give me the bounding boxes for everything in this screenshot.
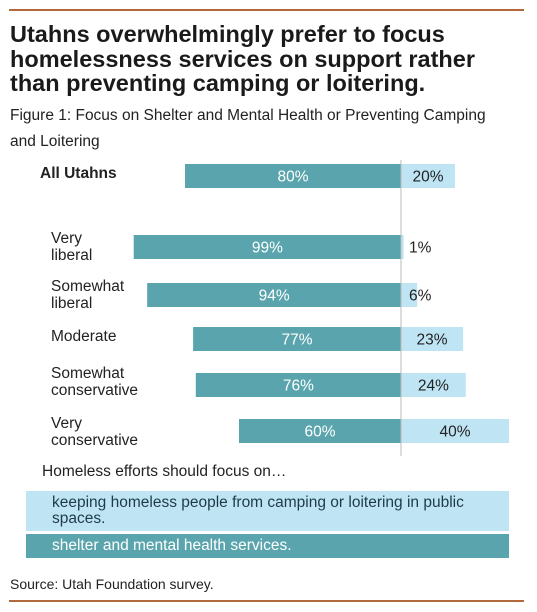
bar-camping	[401, 283, 418, 307]
data-label-shelter: 80%	[277, 169, 308, 186]
data-label-shelter: 94%	[259, 288, 290, 305]
legend-camping-label: keeping homeless people from camping or …	[52, 494, 464, 527]
bar-shelter	[133, 235, 401, 259]
category-label-line: Somewhat	[51, 278, 125, 295]
category-label-line: conservative	[51, 432, 139, 449]
data-label-shelter: 60%	[304, 424, 335, 441]
top-rule	[9, 9, 524, 11]
source-note: Source: Utah Foundation survey.	[10, 576, 214, 592]
category-label-line: Very	[51, 415, 83, 432]
category-label-line: Very	[51, 230, 83, 247]
category-label-line: liberal	[51, 295, 93, 312]
data-label-camping: 24%	[418, 378, 449, 395]
category-label-very-conservative: Very conservative	[51, 415, 138, 449]
category-label-all-utahns: All Utahns	[40, 165, 117, 182]
bar-camping	[401, 235, 404, 259]
category-label-line: conservative	[51, 382, 139, 399]
data-label-shelter: 76%	[283, 378, 314, 395]
data-label-shelter: 77%	[282, 332, 313, 349]
category-label-somewhat-liberal: Somewhat liberal	[51, 278, 124, 312]
bar-shelter	[239, 419, 401, 443]
legend-shelter-label: shelter and mental health services.	[52, 537, 292, 554]
bottom-rule	[9, 600, 524, 602]
bar-camping	[401, 419, 509, 443]
category-label-line: liberal	[51, 247, 93, 264]
category-label-somewhat-conservative: Somewhat conservative	[51, 365, 138, 399]
bar-shelter	[193, 327, 401, 351]
data-label-camping: 40%	[439, 424, 470, 441]
category-label-very-liberal: Very liberal	[51, 230, 92, 264]
data-label-shelter: 99%	[252, 240, 283, 257]
data-label-camping: 1%	[409, 240, 432, 257]
legend-title: Homeless efforts should focus on…	[42, 463, 287, 480]
headline: Utahns overwhelmingly prefer to focus ho…	[10, 21, 475, 96]
category-label-line: Somewhat	[51, 365, 125, 382]
diverging-bar-chart: 80% 20% 99% 1% 94% 6% 77% 23% 76% 24% 60% 40%	[133, 160, 509, 456]
legend-camping: keeping homeless people from camping or …	[26, 491, 509, 531]
bar-camping	[401, 373, 466, 397]
category-label-moderate: Moderate	[51, 328, 116, 345]
data-label-camping: 23%	[417, 332, 448, 349]
legend-shelter: shelter and mental health services.	[26, 534, 509, 558]
bar-camping	[401, 327, 464, 351]
data-label-camping: 6%	[409, 288, 432, 305]
figure-subtitle: Figure 1: Focus on Shelter and Mental He…	[10, 107, 486, 150]
bar-camping	[401, 164, 455, 188]
data-label-camping: 20%	[412, 169, 443, 186]
category-label-line: All Utahns	[40, 165, 117, 182]
bar-shelter	[185, 164, 401, 188]
category-label-line: Moderate	[51, 328, 117, 345]
bar-shelter	[147, 283, 401, 307]
bar-shelter	[195, 373, 401, 397]
